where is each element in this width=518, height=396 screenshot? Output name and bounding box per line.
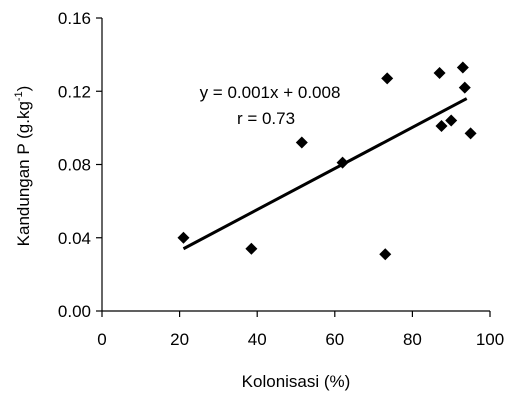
x-tick-label: 0 — [97, 330, 106, 349]
data-point — [245, 242, 258, 255]
trendline — [182, 97, 468, 251]
y-axis-label-sup: -1 — [13, 91, 25, 101]
y-axis-label-main: Kandungan P (g.kg — [14, 101, 33, 246]
data-point — [433, 66, 446, 79]
tick-labels: 0 20 40 60 80 100 0.00 0.04 0.08 0.12 0.16 — [58, 9, 504, 349]
r-annotation: r = 0.73 — [237, 109, 295, 128]
x-tick-label: 80 — [403, 330, 422, 349]
data-point — [456, 61, 469, 74]
data-point — [464, 127, 477, 140]
y-tick-label: 0.08 — [58, 156, 91, 175]
x-tick-label: 40 — [248, 330, 267, 349]
y-axis-label: Kandungan P (g.kg-1) — [13, 86, 33, 247]
ticks — [96, 17, 491, 317]
y-tick-label: 0.04 — [58, 229, 91, 248]
x-tick-label: 60 — [325, 330, 344, 349]
data-point — [435, 120, 448, 133]
data-point — [445, 114, 458, 127]
y-tick-label: 0.12 — [58, 82, 91, 101]
axes — [101, 18, 490, 312]
x-axis-label: Kolonisasi (%) — [242, 372, 351, 391]
data-point — [379, 248, 392, 261]
data-point — [177, 231, 190, 244]
y-axis-label-close: ) — [14, 86, 33, 92]
data-point — [336, 156, 349, 169]
data-point — [381, 72, 394, 85]
data-point — [458, 81, 471, 94]
y-tick-label: 0.00 — [58, 302, 91, 321]
x-tick-label: 20 — [170, 330, 189, 349]
data-point — [295, 136, 308, 149]
data-points — [177, 61, 477, 261]
equation-annotation: y = 0.001x + 0.008 — [200, 83, 341, 102]
x-tick-label: 100 — [476, 330, 504, 349]
y-tick-label: 0.16 — [58, 9, 91, 28]
